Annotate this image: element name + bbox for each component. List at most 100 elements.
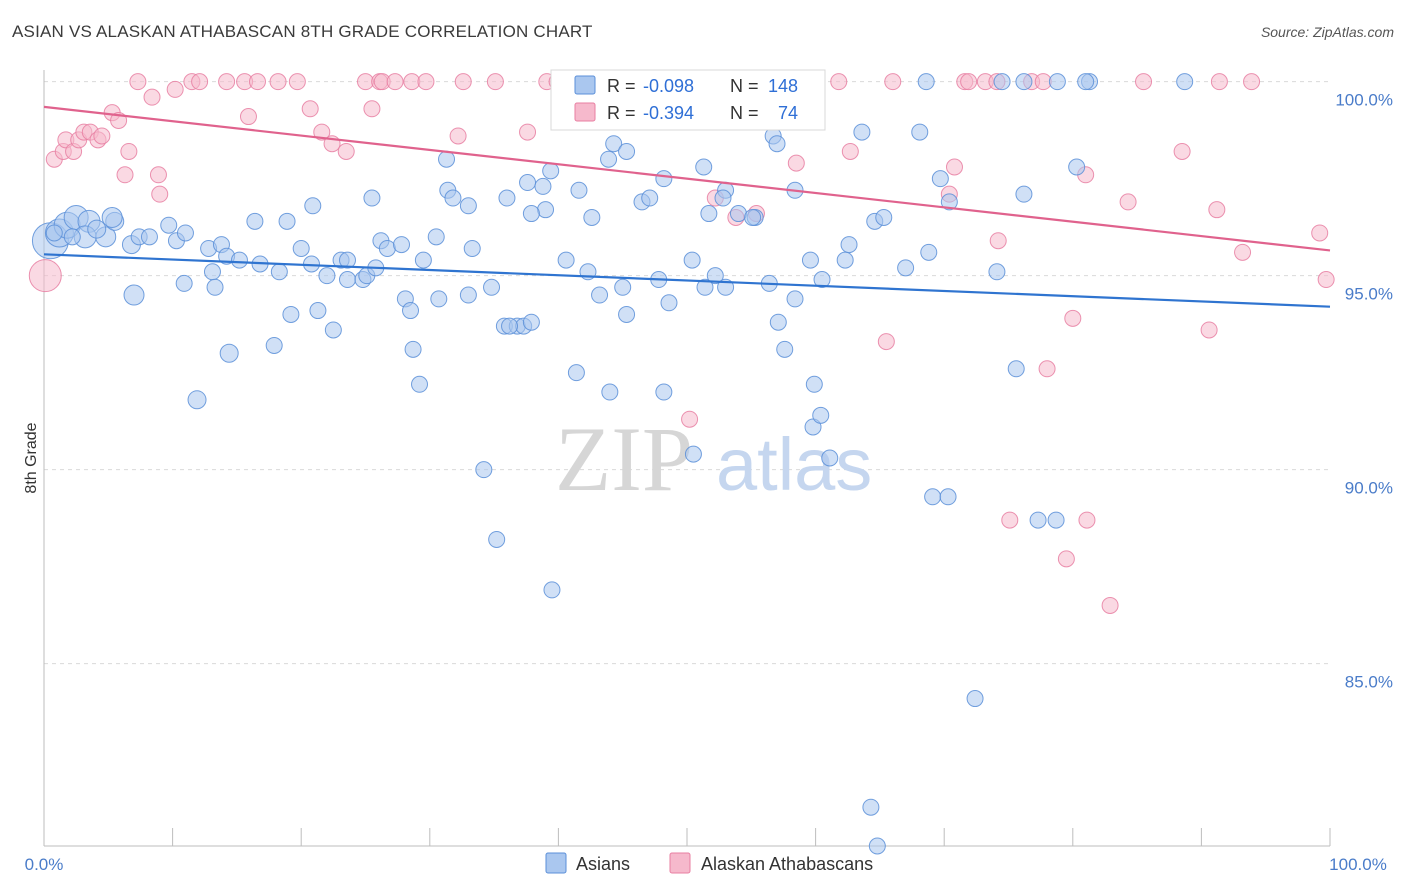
point-asian [475,461,493,479]
stats-legend: R = -0.098 N = 148 R = -0.394 N = 74 [550,69,826,131]
point-asian [1007,360,1025,378]
point-asian [1077,73,1095,91]
point-athabascan [1173,142,1191,160]
point-athabascan [1234,243,1252,261]
point-asian [304,197,322,215]
point-athabascan [151,185,169,203]
stats-r-value-asians: -0.098 [643,76,694,96]
point-asian [542,162,560,180]
point-asian [404,340,422,358]
point-asian [801,251,819,269]
point-asian [875,208,893,226]
point-athabascan [337,142,355,160]
point-athabascan [1200,321,1218,339]
point-asian [931,170,949,188]
point-asian [940,193,958,211]
point-asian [278,212,296,230]
point-asian [660,294,678,312]
point-asian [684,445,702,463]
point-asian [393,236,411,254]
stats-n-label-athabascans: N = [730,103,759,123]
point-athabascan [1119,193,1137,211]
point-asian [655,170,673,188]
point-asian [696,278,714,296]
point-asian [567,364,585,382]
point-athabascan [239,108,257,126]
point-asian [812,406,830,424]
point-asian [534,177,552,195]
stats-legend-box [550,69,826,131]
watermark-atlas: atlas [716,423,872,506]
point-asian [187,390,207,410]
point-asian [897,259,915,277]
stats-n-label-asians: N = [730,76,759,96]
point-athabascan [166,80,184,98]
point-athabascan [449,127,467,145]
point-asian [501,317,519,335]
point-asian [522,313,540,331]
chart-title: ASIAN VS ALASKAN ATHABASCAN 8TH GRADE CO… [12,22,593,41]
point-asian [655,383,673,401]
trend-line-athabascans [43,105,1331,252]
point-asian [318,267,336,285]
point-asian [265,336,283,354]
point-asian [338,271,356,289]
grid-lines [44,81,1330,665]
point-asian [338,251,356,269]
point-athabascan [386,73,404,91]
stats-r-label-athabascans: R = [607,103,636,123]
legend-swatch-athabascans [669,852,691,874]
point-asian [522,205,540,223]
point-asian [768,135,786,153]
y-tick-label: 95.0% [1345,285,1393,304]
point-asian [570,181,588,199]
point-asian [695,158,713,176]
x-tick-label-max: 100.0% [1329,855,1387,874]
y-tick-label: 85.0% [1345,673,1393,692]
point-asian [160,216,178,234]
point-athabascan [120,142,138,160]
point-asian [140,228,158,246]
point-asian [618,305,636,323]
point-athabascan [945,158,963,176]
point-asian [430,290,448,308]
point-asian [206,278,224,296]
point-athabascan [1001,511,1019,529]
point-athabascan [288,73,306,91]
point-asian [543,581,561,599]
point-asian [427,228,445,246]
point-athabascan [960,73,978,91]
y-axis-label: 8th Grade [23,422,40,493]
point-asian [438,150,456,168]
point-asian [292,239,310,257]
point-asian [402,302,420,320]
point-asian [219,343,239,363]
point-athabascan [1210,73,1228,91]
point-asian [282,305,300,323]
point-asian [63,228,81,246]
point-asian [868,837,886,855]
point-asian [1029,511,1047,529]
point-asian [993,73,1011,91]
x-tick-label-min: 0.0% [25,855,64,874]
series-legend: Asians Alaskan Athabascans [545,852,873,874]
point-asian [101,206,123,228]
point-asian [246,212,264,230]
point-athabascan [93,127,111,145]
point-athabascan [1078,511,1096,529]
stats-swatch-asians [574,75,596,95]
point-asian [498,189,516,207]
point-asian [853,123,871,141]
point-asian [836,251,854,269]
point-athabascan [116,166,134,184]
point-asian [618,142,636,160]
point-athabascan [877,333,895,351]
point-asian [583,208,601,226]
point-asian [840,236,858,254]
point-asian [411,375,429,393]
point-asian [776,340,794,358]
point-asian [729,205,747,223]
point-asian [230,251,248,269]
series-alaskan-athabascans [28,73,1335,614]
